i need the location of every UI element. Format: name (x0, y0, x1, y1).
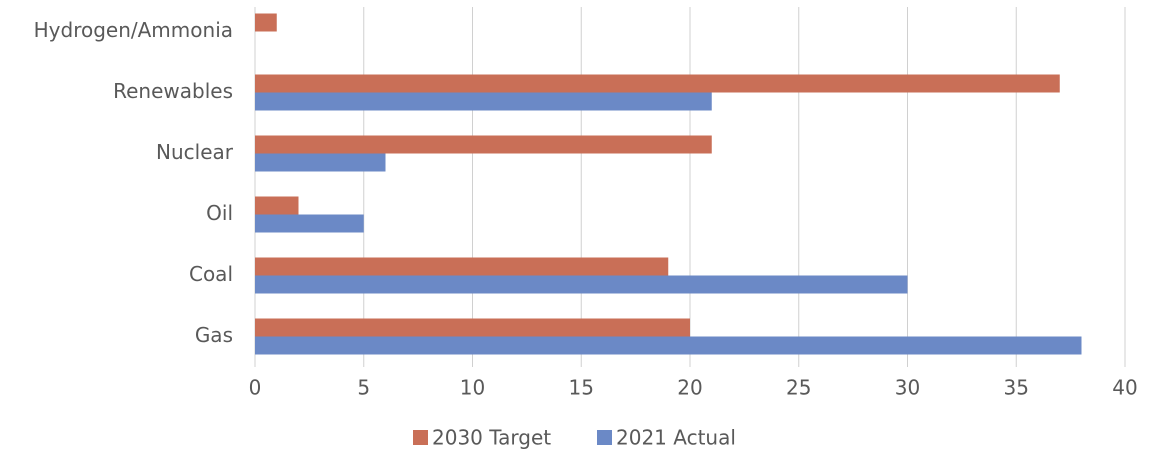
x-tick-label: 5 (357, 376, 370, 400)
y-tick-label: Nuclear (156, 140, 234, 164)
bar (255, 275, 908, 294)
y-tick-label: Hydrogen/Ammonia (34, 18, 233, 42)
y-tick-label: Oil (206, 201, 233, 225)
bar (255, 196, 299, 215)
bar (255, 257, 669, 276)
bar (255, 135, 712, 154)
x-tick-label: 10 (460, 376, 485, 400)
legend-label: 2021 Actual (616, 426, 736, 450)
x-tick-label: 15 (569, 376, 594, 400)
x-tick-label: 0 (249, 376, 262, 400)
legend-swatch (597, 430, 612, 445)
x-tick-label: 35 (1004, 376, 1029, 400)
bar (255, 336, 1082, 355)
y-tick-label: Renewables (113, 79, 233, 103)
x-tick-label: 25 (786, 376, 811, 400)
bar (255, 92, 712, 111)
bar (255, 13, 277, 32)
bar (255, 74, 1060, 93)
y-tick-label: Gas (195, 323, 233, 347)
legend-label: 2030 Target (432, 426, 551, 450)
x-tick-label: 20 (677, 376, 702, 400)
legend-swatch (413, 430, 428, 445)
bar (255, 214, 364, 233)
x-tick-label: 30 (895, 376, 920, 400)
x-tick-label: 40 (1112, 376, 1137, 400)
bar (255, 318, 690, 337)
bar (255, 153, 386, 172)
y-tick-label: Coal (189, 262, 233, 286)
